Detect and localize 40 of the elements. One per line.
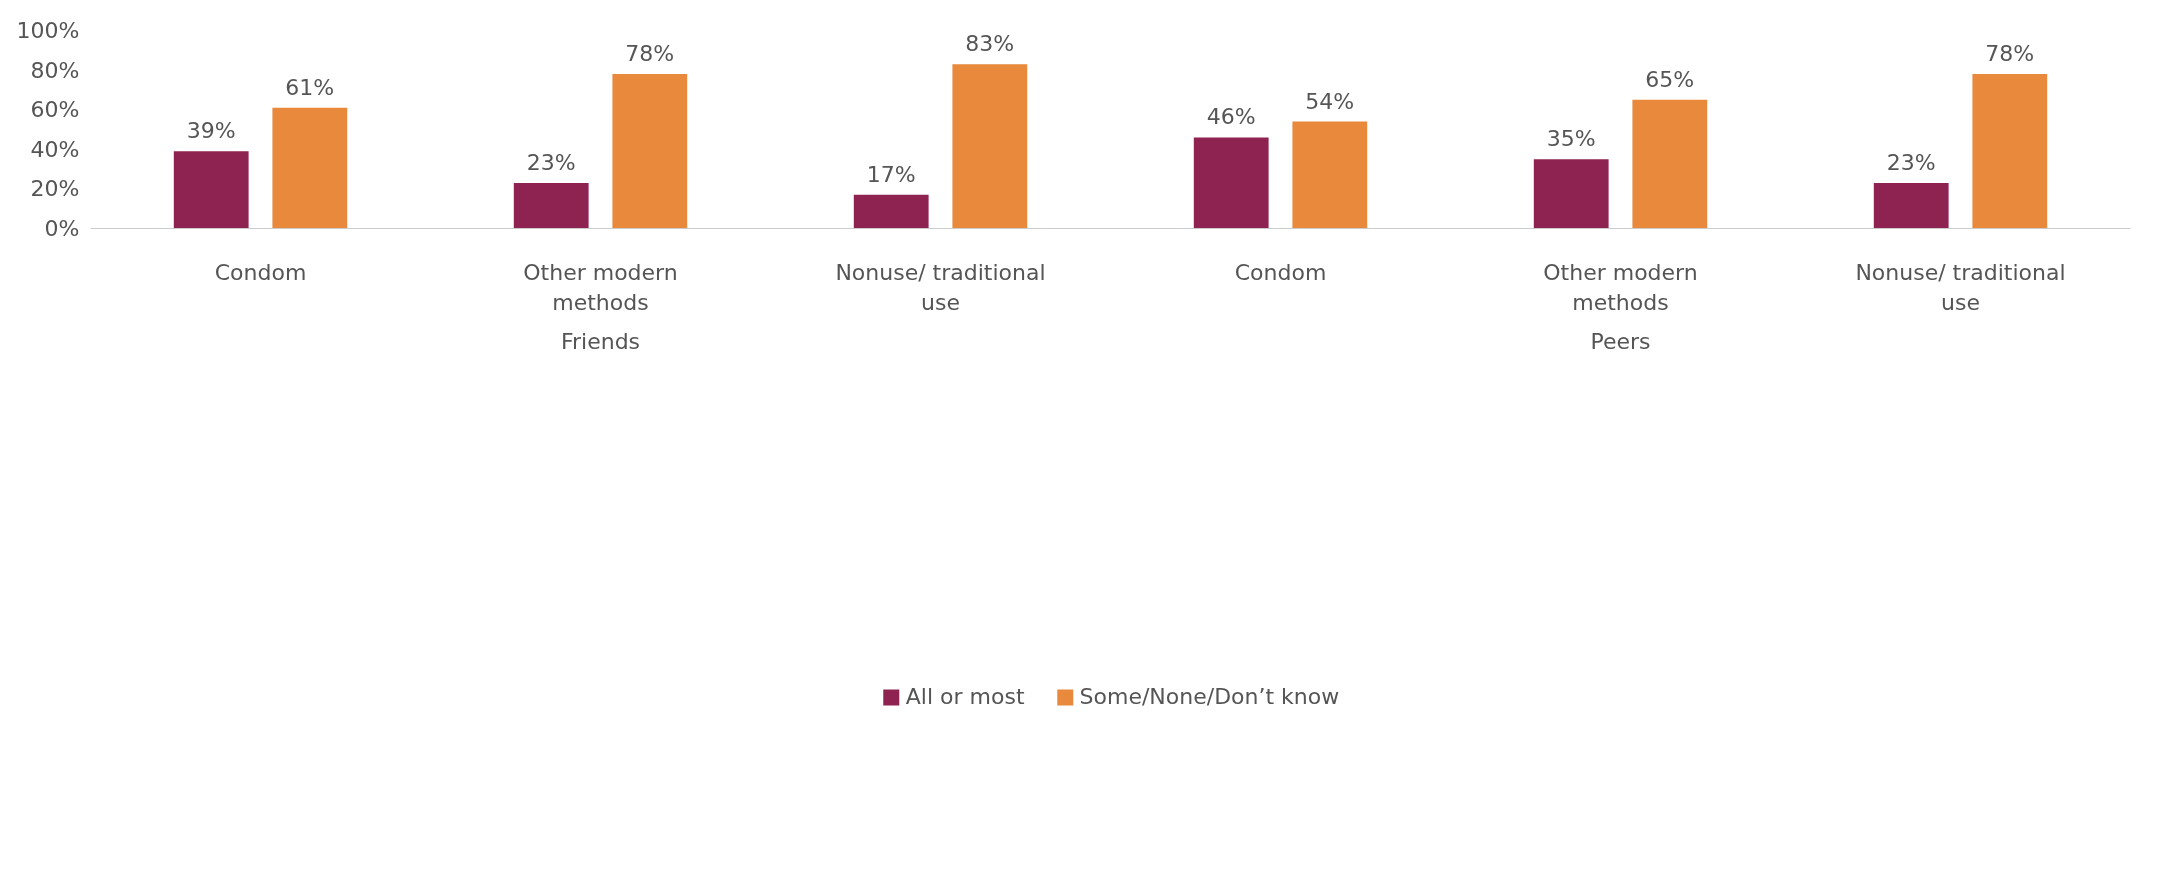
legend-label: Some/None/Don’t know (1079, 684, 1340, 710)
bar (1873, 182, 1949, 229)
x-tick-label: Condom (214, 259, 307, 285)
data-label: 23% (1886, 149, 1936, 175)
data-label: 39% (186, 118, 236, 144)
y-tick-label: 80% (30, 57, 80, 83)
data-label: 78% (1985, 41, 2035, 67)
bar (612, 74, 688, 229)
y-tick-label: 40% (30, 136, 80, 162)
text: Friends (560, 328, 641, 354)
data-label: 23% (526, 149, 576, 175)
data-label: 35% (1546, 126, 1596, 152)
bar (1193, 137, 1269, 229)
data-label: 83% (965, 31, 1015, 57)
legend-label: All or most (905, 684, 1025, 710)
bar (952, 64, 1028, 229)
data-label: 65% (1645, 66, 1695, 92)
x-tick-label: Condom (1234, 259, 1327, 285)
x-tick-label: Nonuse/ traditional use (1855, 259, 2066, 315)
y-tick-label: 0% (44, 216, 80, 241)
bar (853, 194, 929, 229)
bar (272, 107, 348, 229)
bar (1533, 159, 1609, 229)
x-tick-label: Nonuse/ traditional use (835, 259, 1046, 315)
data-label: 61% (285, 74, 335, 100)
bar (1972, 74, 2048, 229)
x-tick-label: Other modern methods (1543, 259, 1698, 315)
data-label: 17% (866, 161, 916, 187)
y-tick-label: 20% (30, 176, 80, 202)
text: Peers (1590, 328, 1651, 354)
data-label: 46% (1206, 104, 1256, 130)
bar (1632, 99, 1708, 229)
bar (1292, 121, 1368, 229)
y-tick-label: 60% (30, 97, 80, 123)
data-label: 54% (1305, 88, 1355, 114)
x-tick-label: Other modern methods (523, 259, 678, 315)
bar (513, 182, 589, 229)
data-label: 78% (625, 41, 675, 67)
y-tick-label: 100% (16, 18, 80, 43)
bar (173, 151, 249, 229)
